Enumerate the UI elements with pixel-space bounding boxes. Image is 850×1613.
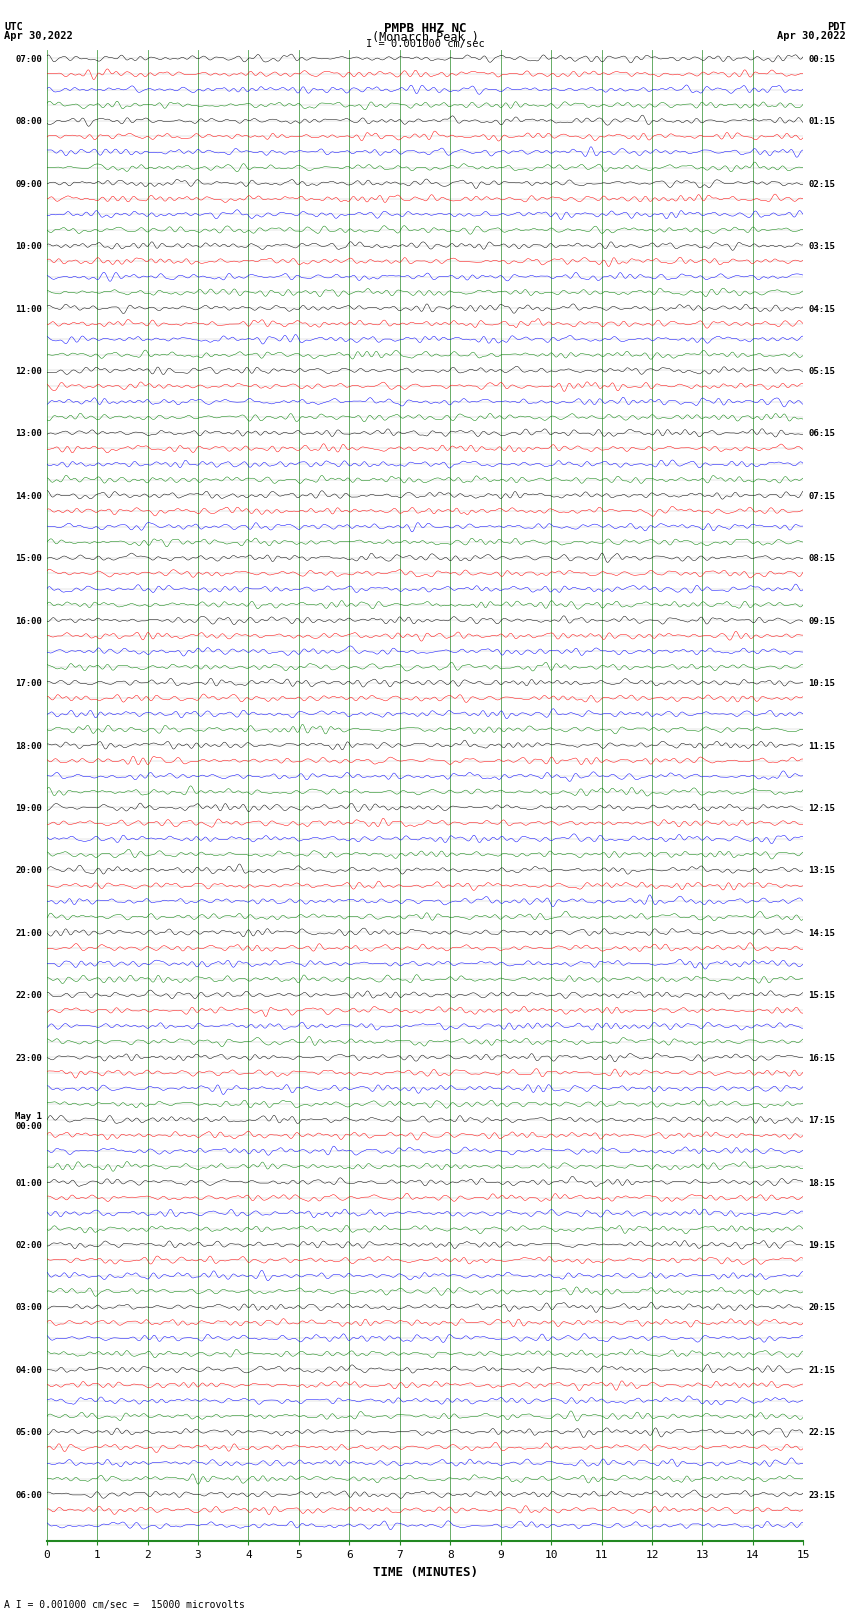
X-axis label: TIME (MINUTES): TIME (MINUTES): [372, 1566, 478, 1579]
Text: (Monarch Peak ): (Monarch Peak ): [371, 31, 479, 44]
Text: UTC: UTC: [4, 23, 23, 32]
Text: PDT: PDT: [827, 23, 846, 32]
Text: Apr 30,2022: Apr 30,2022: [4, 31, 73, 40]
Text: Apr 30,2022: Apr 30,2022: [777, 31, 846, 40]
Text: PMPB HHZ NC: PMPB HHZ NC: [383, 23, 467, 35]
Text: I = 0.001000 cm/sec: I = 0.001000 cm/sec: [366, 39, 484, 48]
Text: A I = 0.001000 cm/sec =  15000 microvolts: A I = 0.001000 cm/sec = 15000 microvolts: [4, 1600, 245, 1610]
